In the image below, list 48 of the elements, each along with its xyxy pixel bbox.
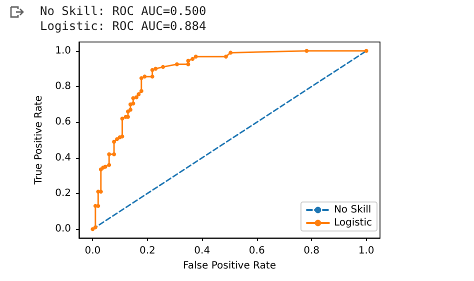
point xyxy=(186,62,190,66)
y-tick-label: 0.8 xyxy=(55,81,71,92)
point xyxy=(107,152,112,156)
y-tick-label: 0.6 xyxy=(55,116,71,128)
text: No Skill: ROC AUC=0.500 xyxy=(40,4,206,18)
point xyxy=(139,89,144,93)
x-axis-title: False Positive Rate xyxy=(183,260,276,272)
point xyxy=(364,48,368,53)
x-tick-label: 0.0 xyxy=(84,246,101,256)
point xyxy=(150,74,154,79)
point xyxy=(131,96,136,100)
point xyxy=(115,137,120,142)
point xyxy=(112,140,116,144)
point xyxy=(134,95,138,100)
x-tick-label: 0.2 xyxy=(139,246,156,256)
x-tick-label: 0.6 xyxy=(248,246,265,256)
x-tick-label: 1.0 xyxy=(358,246,374,256)
legend-label: Logistic xyxy=(334,218,372,228)
point xyxy=(154,66,158,71)
x-tick-label: 0.4 xyxy=(194,246,210,256)
point xyxy=(107,162,112,167)
x-tick-label: 0.8 xyxy=(304,246,320,256)
point xyxy=(174,62,179,66)
point xyxy=(120,134,124,138)
point xyxy=(224,54,228,59)
point xyxy=(120,116,124,121)
point xyxy=(93,225,98,230)
y-tick-label: 0.2 xyxy=(55,188,71,199)
text: Logistic: ROC AUC=0.884 xyxy=(40,19,206,33)
point xyxy=(304,48,309,53)
point xyxy=(128,108,132,112)
point xyxy=(228,50,233,55)
point xyxy=(150,68,154,72)
point xyxy=(131,101,136,106)
point xyxy=(190,56,195,61)
y-tick-label: 0.0 xyxy=(55,224,71,235)
point xyxy=(112,152,116,156)
legend-label: No Skill xyxy=(334,204,372,216)
point xyxy=(186,58,190,63)
point xyxy=(139,76,144,80)
point xyxy=(142,74,147,79)
point xyxy=(194,54,198,59)
y-axis-title: True Positive Rate xyxy=(34,95,45,186)
point xyxy=(136,92,141,96)
y-tick-label: 1.0 xyxy=(55,45,71,56)
point xyxy=(96,204,100,208)
point xyxy=(161,64,166,69)
y-tick-label: 0.4 xyxy=(55,152,71,164)
